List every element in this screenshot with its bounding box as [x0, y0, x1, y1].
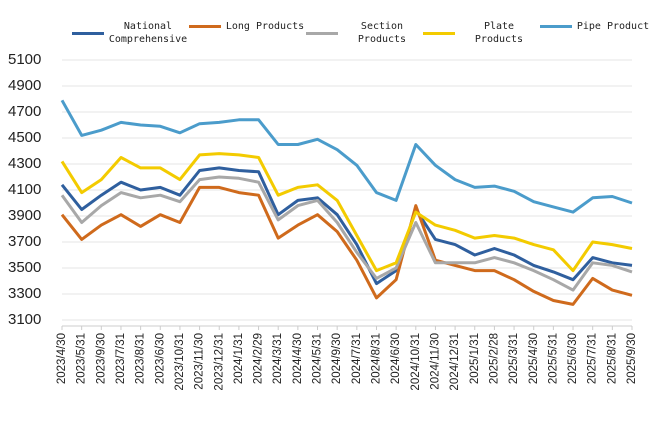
legend-label: Long Products [225, 21, 305, 32]
legend-item: Long Products [189, 20, 305, 33]
x-tick-label: 2023/8/31 [135, 333, 147, 384]
x-tick-label: 2024/3/31 [272, 333, 284, 384]
legend-item: Plate Products [423, 20, 539, 46]
legend-label: Pipe Products [576, 21, 650, 32]
y-tick-label: 5100 [8, 51, 41, 68]
series-line [60, 175, 633, 292]
y-tick-label: 3700 [8, 233, 41, 250]
legend-swatch [306, 31, 338, 35]
x-tick-label: 2024/2/29 [253, 333, 265, 384]
x-tick-label: 2024/1/31 [233, 333, 245, 384]
x-tick-label: 2025/4/30 [528, 333, 540, 384]
series-line [60, 152, 633, 273]
x-tick-label: 2023/5/31 [76, 333, 88, 384]
x-tick-label: 2023/12/31 [213, 333, 225, 391]
x-tick-label: 2025/3/31 [508, 333, 520, 384]
x-tick-label: 2023/9/30 [95, 333, 107, 384]
x-tick-label: 2024/7/31 [351, 333, 363, 384]
y-tick-label: 3300 [8, 285, 41, 302]
x-tick-label: 2025/2/28 [488, 333, 500, 384]
legend-item: Section Products [306, 20, 422, 46]
x-tick-label: 2024/5/31 [312, 333, 324, 384]
legend-label: Plate Products [474, 21, 524, 45]
x-tick-label: 2025/8/31 [606, 333, 618, 384]
x-tick-label: 2024/6/30 [390, 333, 402, 384]
y-tick-label: 4300 [8, 155, 41, 172]
x-tick-label: 2023/6/30 [154, 333, 166, 384]
x-tick-label: 2025/1/31 [469, 333, 481, 384]
y-tick-label: 3100 [8, 311, 41, 328]
x-tick-label: 2025/7/31 [587, 333, 599, 384]
x-tick-label: 2024/8/31 [371, 333, 383, 384]
x-tick-label: 2025/5/31 [547, 333, 559, 384]
y-tick-label: 3900 [8, 207, 41, 224]
y-tick-label: 3500 [8, 259, 41, 276]
series-line [60, 99, 633, 214]
y-tick-label: 4100 [8, 181, 41, 198]
x-tick-label: 2024/11/30 [429, 333, 441, 390]
x-tick-label: 2024/4/30 [292, 333, 304, 384]
x-tick-label: 2024/12/31 [449, 333, 461, 391]
y-tick-label: 4700 [8, 103, 41, 120]
series-line [60, 185, 633, 306]
x-tick-label: 2023/7/31 [115, 333, 127, 384]
x-tick-label: 2023/10/31 [174, 333, 186, 391]
legend-swatch [423, 31, 455, 35]
legend-item: National Comprehensive [72, 20, 188, 46]
legend-swatch [189, 25, 221, 28]
series-line [60, 166, 633, 286]
x-tick-label: 2023/11/30 [194, 333, 206, 390]
legend-label: National Comprehensive [108, 21, 188, 45]
legend-item: Pipe Products [540, 20, 650, 33]
legend-swatch [72, 31, 104, 35]
x-tick-label: 2023/4/30 [56, 333, 68, 384]
x-tick-label: 2025/9/30 [626, 333, 638, 384]
legend-swatch [540, 25, 572, 28]
x-tick-label: 2025/6/30 [567, 333, 579, 384]
y-tick-label: 4900 [8, 77, 41, 94]
y-tick-label: 4500 [8, 129, 41, 146]
legend-label: Section Products [357, 21, 407, 45]
x-tick-label: 2024/9/30 [331, 333, 343, 384]
x-tick-label: 2024/10/31 [410, 333, 422, 391]
